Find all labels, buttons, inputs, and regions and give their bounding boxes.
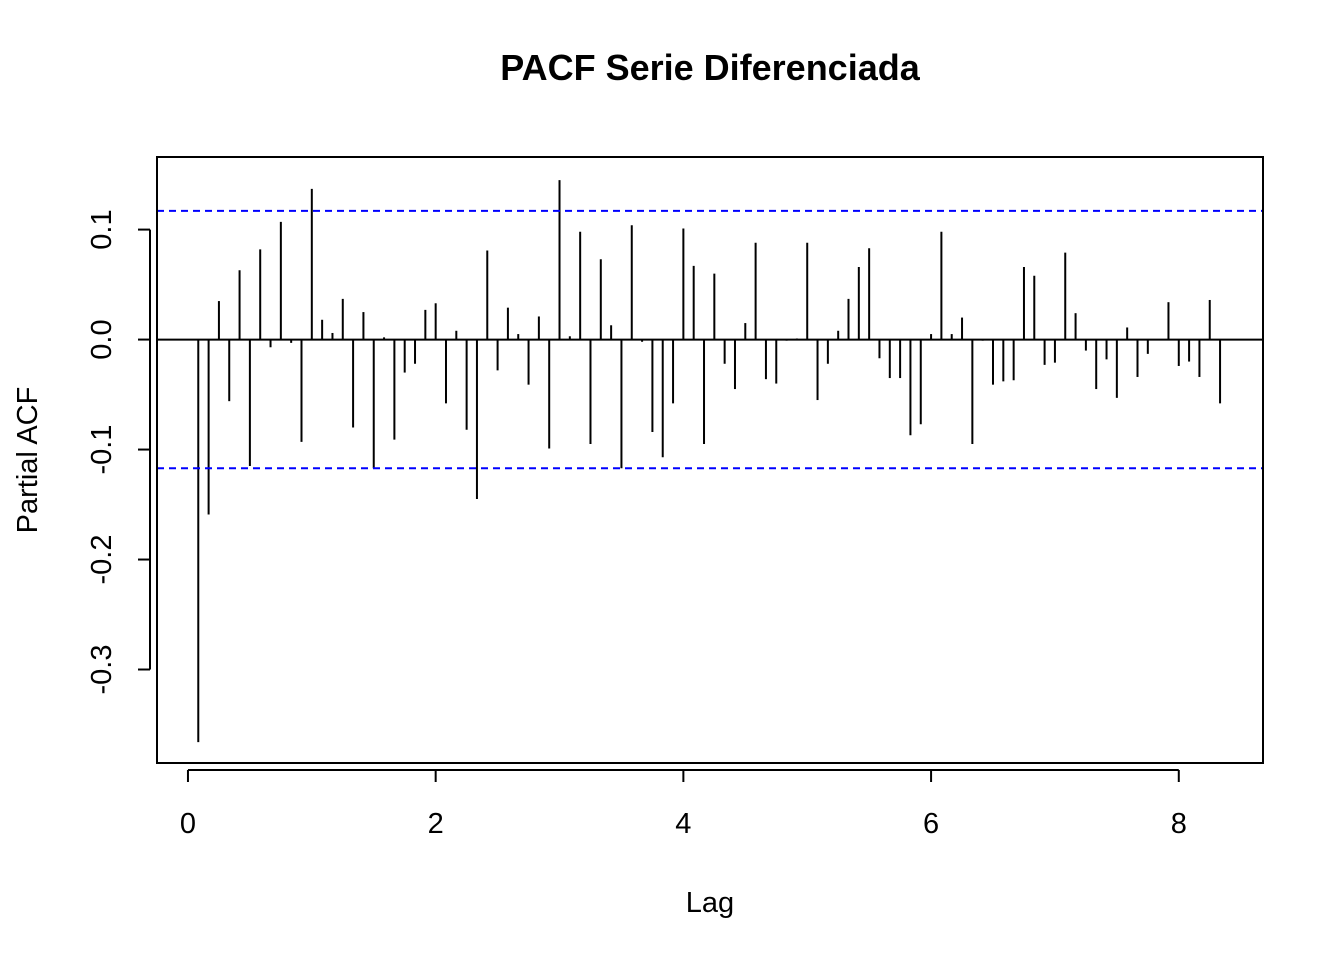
y-axis: -0.3 -0.2 -0.1 0.0 0.1: [86, 209, 151, 695]
plot-frame: [156, 156, 1264, 764]
y-tick-label: 0.1: [86, 209, 118, 249]
x-tick-label: 0: [180, 808, 196, 840]
x-tick-label: 6: [923, 808, 939, 840]
x-axis: 0 2 4 6 8: [180, 769, 1187, 840]
y-tick-label: -0.3: [86, 645, 118, 695]
y-tick-label: -0.2: [86, 535, 118, 585]
x-tick-label: 4: [675, 808, 691, 840]
y-tick-label: -0.1: [86, 425, 118, 475]
chart-title: PACF Serie Diferenciada: [500, 47, 920, 88]
x-axis-label: Lag: [686, 887, 734, 919]
y-tick-label: 0.0: [86, 319, 118, 359]
y-axis-label: Partial ACF: [12, 387, 44, 534]
x-tick-label: 8: [1171, 808, 1187, 840]
x-tick-label: 2: [428, 808, 444, 840]
pacf-bars: [197, 180, 1222, 743]
